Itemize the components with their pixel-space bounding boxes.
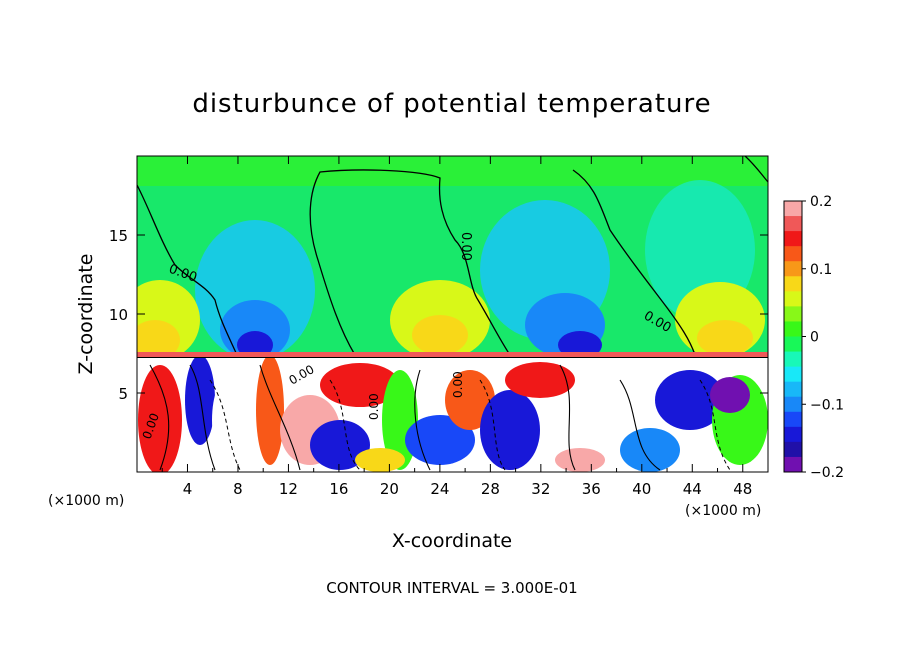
lower-patch-19 <box>555 448 605 472</box>
y-axis-label: Z-coordinate <box>75 254 97 375</box>
x-tick-label: 16 <box>329 480 348 498</box>
lower-patch-1 <box>138 365 182 472</box>
x-tick-label: 32 <box>531 480 550 498</box>
lower-patch-12 <box>505 362 575 398</box>
colorbar-swatch <box>784 336 802 353</box>
colorbar-swatch <box>784 201 802 217</box>
colorbar-swatch <box>784 261 802 277</box>
plot-field: 0.00 0.00 0.00 <box>137 156 768 472</box>
colorbar-swatch <box>784 321 802 337</box>
colorbar-swatch <box>784 396 802 413</box>
lower-patch-13 <box>570 370 630 470</box>
x-unit-left: (×1000 m) <box>48 493 124 509</box>
x-tick-label: 24 <box>430 480 449 498</box>
colorbar-swatch <box>784 351 802 368</box>
lower-patch-17 <box>710 377 750 413</box>
lower-patch-15 <box>655 370 725 430</box>
x-tick-label: 28 <box>481 480 500 498</box>
colorbar-tick-label: −0.2 <box>810 465 844 481</box>
zero-contour-2 <box>309 169 511 356</box>
colorbar-tick-label: 0.1 <box>810 262 832 278</box>
warm-lobe-3b <box>697 320 753 356</box>
field-band <box>137 156 768 186</box>
colorbar-tick-label: 0 <box>810 330 819 346</box>
lower-patch-14 <box>620 428 680 472</box>
lower-patch-3 <box>212 375 248 465</box>
colorbar-swatch <box>784 276 802 292</box>
colorbar-swatch <box>784 441 802 458</box>
boundary-stripe <box>137 352 768 360</box>
contour-label-lower-3: 0.00 <box>367 393 381 420</box>
colorbar: 0.2 0.1 0 −0.1 −0.2 <box>783 194 844 481</box>
x-tick-label: 20 <box>380 480 399 498</box>
x-tick-label: 36 <box>582 480 601 498</box>
chart-title: disturbunce of potential temperature <box>192 89 711 119</box>
x-tick-label: 48 <box>733 480 752 498</box>
contour-label-lower-4: 0.00 <box>451 371 465 398</box>
colorbar-swatch <box>784 411 802 428</box>
x-tick-label: 4 <box>183 480 193 498</box>
x-tick-label: 40 <box>632 480 651 498</box>
contour-label-upper-2: 0.00 <box>458 232 473 261</box>
colorbar-swatch <box>784 246 802 262</box>
colorbar-swatch <box>784 306 802 322</box>
lower-layer: 0.00 0.00 0.00 0.00 <box>137 358 768 472</box>
y-axis: 5 10 15 <box>109 227 768 403</box>
colorbar-swatch <box>784 366 802 383</box>
zero-contour-4 <box>744 156 768 183</box>
y-tick-label: 10 <box>109 306 128 324</box>
lower-patch-11 <box>480 390 540 470</box>
x-tick-label: 44 <box>683 480 702 498</box>
x-axis-label: X-coordinate <box>392 530 512 552</box>
y-tick-label: 15 <box>109 227 128 245</box>
x-unit-right: (×1000 m) <box>685 503 761 519</box>
contour-interval-footer: CONTOUR INTERVAL = 3.000E-01 <box>326 579 577 597</box>
zero-contour-3 <box>572 169 696 356</box>
warm-lobe-2b <box>412 315 468 355</box>
x-tick-label: 12 <box>279 480 298 498</box>
colorbar-swatch <box>784 426 802 443</box>
zero-contour-1 <box>137 184 238 356</box>
colorbar-swatch <box>784 231 802 247</box>
colorbar-tick-label: 0.2 <box>810 194 832 210</box>
colorbar-swatch <box>784 456 802 473</box>
warm-lobe-1b <box>137 320 180 360</box>
x-tick-label: 8 <box>233 480 243 498</box>
lower-patch-18 <box>355 448 405 472</box>
y-tick-label: 5 <box>118 385 128 403</box>
colorbar-swatch <box>784 291 802 307</box>
lower-patch-7 <box>320 363 400 407</box>
colorbar-swatch <box>784 216 802 232</box>
lower-patch-4 <box>256 358 284 465</box>
colorbar-tick-label: −0.1 <box>810 397 844 413</box>
lower-patch-2 <box>185 358 215 445</box>
lower-contour-1 <box>149 364 661 471</box>
x-axis: 4 8 12 16 20 24 28 32 36 40 44 48 <box>161 156 752 498</box>
lower-patch-6 <box>310 420 370 470</box>
colorbar-swatch <box>784 381 802 398</box>
lower-contour-2 <box>209 379 731 471</box>
